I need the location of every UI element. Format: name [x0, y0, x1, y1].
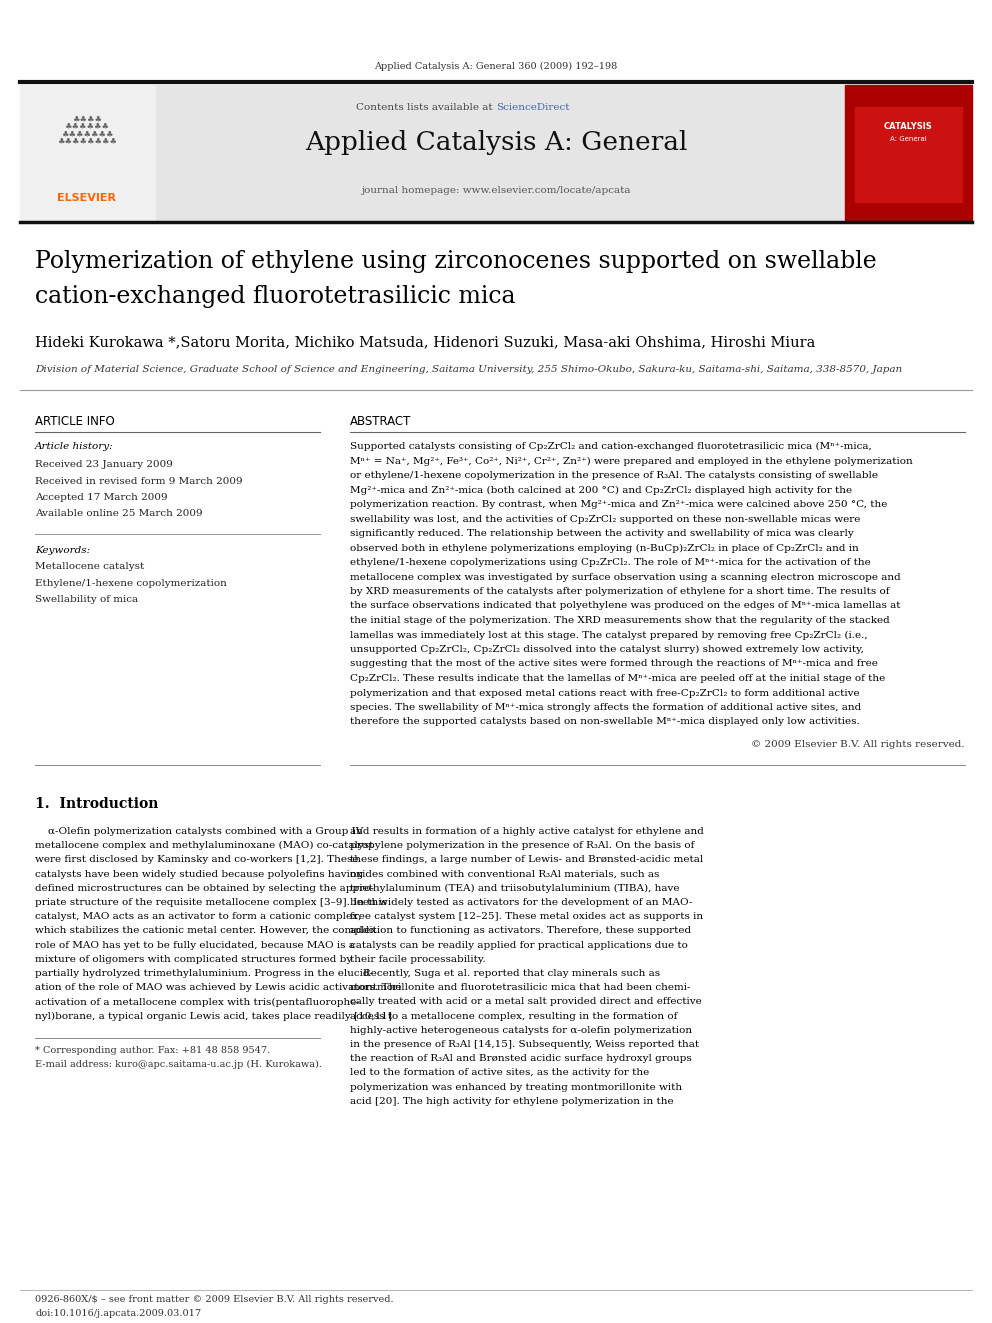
Text: propylene polymerization in the presence of R₃Al. On the basis of: propylene polymerization in the presence… [350, 841, 694, 851]
Text: acid [20]. The high activity for ethylene polymerization in the: acid [20]. The high activity for ethylen… [350, 1097, 674, 1106]
Text: therefore the supported catalysts based on non-swellable Mⁿ⁺-mica displayed only: therefore the supported catalysts based … [350, 717, 860, 726]
Text: which stabilizes the cationic metal center. However, the complex: which stabilizes the cationic metal cent… [35, 926, 376, 935]
Text: 0926-860X/$ – see front matter © 2009 Elsevier B.V. All rights reserved.: 0926-860X/$ – see front matter © 2009 El… [35, 1295, 394, 1304]
Text: metallocene complex and methylaluminoxane (MAO) co-catalyst: metallocene complex and methylaluminoxan… [35, 841, 373, 851]
Text: the surface observations indicated that polyethylene was produced on the edges o: the surface observations indicated that … [350, 602, 901, 610]
Text: Mⁿ⁺ = Na⁺, Mg²⁺, Fe³⁺, Co²⁺, Ni²⁺, Cr²⁺, Zn²⁺) were prepared and employed in the: Mⁿ⁺ = Na⁺, Mg²⁺, Fe³⁺, Co²⁺, Ni²⁺, Cr²⁺,… [350, 456, 913, 466]
Text: * Corresponding author. Fax: +81 48 858 9547.: * Corresponding author. Fax: +81 48 858 … [35, 1045, 270, 1054]
Text: the reaction of R₃Al and Brønsted acidic surface hydroxyl groups: the reaction of R₃Al and Brønsted acidic… [350, 1054, 691, 1064]
Text: or ethylene/1-hexene copolymerization in the presence of R₃Al. The catalysts con: or ethylene/1-hexene copolymerization in… [350, 471, 878, 480]
Text: polymerization and that exposed metal cations react with free-Cp₂ZrCl₂ to form a: polymerization and that exposed metal ca… [350, 688, 860, 697]
Text: role of MAO has yet to be fully elucidated, because MAO is a: role of MAO has yet to be fully elucidat… [35, 941, 355, 950]
Text: free catalyst system [12–25]. These metal oxides act as supports in: free catalyst system [12–25]. These meta… [350, 912, 703, 921]
Text: polymerization was enhanced by treating montmorillonite with: polymerization was enhanced by treating … [350, 1082, 682, 1091]
Text: Article history:: Article history: [35, 442, 114, 451]
Text: catalyst, MAO acts as an activator to form a cationic complex,: catalyst, MAO acts as an activator to fo… [35, 912, 361, 921]
Text: Metallocene catalyst: Metallocene catalyst [35, 562, 144, 572]
Text: defined microstructures can be obtained by selecting the appro-: defined microstructures can be obtained … [35, 884, 374, 893]
Text: Contents lists available at: Contents lists available at [356, 103, 496, 112]
Bar [155, 85, 845, 220]
Text: Polymerization of ethylene using zirconocenes supported on swellable: Polymerization of ethylene using zircono… [35, 250, 877, 273]
Text: metallocene complex was investigated by surface observation using a scanning ele: metallocene complex was investigated by … [350, 573, 901, 582]
Text: partially hydrolyzed trimethylaluminium. Progress in the elucid-: partially hydrolyzed trimethylaluminium.… [35, 968, 373, 978]
Text: observed both in ethylene polymerizations employing (n-BuCp)₂ZrCl₂ in place of C: observed both in ethylene polymerization… [350, 544, 859, 553]
Text: Hideki Kurokawa *,Satoru Morita, Michiko Matsuda, Hidenori Suzuki, Masa-aki Ohsh: Hideki Kurokawa *,Satoru Morita, Michiko… [35, 335, 815, 349]
Text: led to the formation of active sites, as the activity for the: led to the formation of active sites, as… [350, 1069, 649, 1077]
Text: highly-active heterogeneous catalysts for α-olefin polymerization: highly-active heterogeneous catalysts fo… [350, 1025, 692, 1035]
Text: Ethylene/1-hexene copolymerization: Ethylene/1-hexene copolymerization [35, 578, 227, 587]
Text: doi:10.1016/j.apcata.2009.03.017: doi:10.1016/j.apcata.2009.03.017 [35, 1308, 201, 1318]
Text: lamellas was immediately lost at this stage. The catalyst prepared by removing f: lamellas was immediately lost at this st… [350, 631, 868, 639]
Text: ation of the role of MAO was achieved by Lewis acidic activators. The: ation of the role of MAO was achieved by… [35, 983, 402, 992]
Bar [845, 85, 972, 220]
Text: these findings, a large number of Lewis- and Brønsted-acidic metal: these findings, a large number of Lewis-… [350, 856, 703, 864]
Text: catalysts can be readily applied for practical applications due to: catalysts can be readily applied for pra… [350, 941, 687, 950]
Text: ethylene/1-hexene copolymerizations using Cp₂ZrCl₂. The role of Mⁿ⁺-mica for the: ethylene/1-hexene copolymerizations usin… [350, 558, 871, 568]
Text: nyl)borane, a typical organic Lewis acid, takes place readily [10,11]: nyl)borane, a typical organic Lewis acid… [35, 1012, 392, 1021]
Text: ♣♣♣♣
♣♣♣♣♣♣
♣♣♣♣♣♣♣
♣♣♣♣♣♣♣♣: ♣♣♣♣ ♣♣♣♣♣♣ ♣♣♣♣♣♣♣ ♣♣♣♣♣♣♣♣ [57, 115, 117, 146]
Text: Received 23 January 2009: Received 23 January 2009 [35, 460, 173, 468]
Text: CATALYSIS: CATALYSIS [884, 122, 932, 131]
Text: Applied Catalysis A: General: Applied Catalysis A: General [305, 130, 687, 155]
Text: suggesting that the most of the active sites were formed through the reactions o: suggesting that the most of the active s… [350, 659, 878, 668]
Text: unsupported Cp₂ZrCl₂, Cp₂ZrCl₂ dissolved into the catalyst slurry) showed extrem: unsupported Cp₂ZrCl₂, Cp₂ZrCl₂ dissolved… [350, 646, 864, 654]
Text: activation of a metallocene complex with tris(pentafluorophe-: activation of a metallocene complex with… [35, 998, 360, 1007]
Text: priate structure of the requisite metallocene complex [3–9]. In this: priate structure of the requisite metall… [35, 898, 387, 908]
Text: Received in revised form 9 March 2009: Received in revised form 9 March 2009 [35, 476, 243, 486]
Text: triethylaluminum (TEA) and triisobutylaluminium (TIBA), have: triethylaluminum (TEA) and triisobutylal… [350, 884, 680, 893]
Text: ABSTRACT: ABSTRACT [350, 415, 412, 429]
Text: been widely tested as activators for the development of an MAO-: been widely tested as activators for the… [350, 898, 692, 908]
Text: ARTICLE INFO: ARTICLE INFO [35, 415, 115, 429]
Text: species. The swellability of Mⁿ⁺-mica strongly affects the formation of addition: species. The swellability of Mⁿ⁺-mica st… [350, 703, 861, 712]
Text: cally treated with acid or a metal salt provided direct and effective: cally treated with acid or a metal salt … [350, 998, 701, 1007]
Text: significantly reduced. The relationship between the activity and swellability of: significantly reduced. The relationship … [350, 529, 854, 538]
Text: journal homepage: www.elsevier.com/locate/apcata: journal homepage: www.elsevier.com/locat… [361, 187, 631, 194]
Text: ELSEVIER: ELSEVIER [58, 193, 116, 202]
Text: access to a metallocene complex, resulting in the formation of: access to a metallocene complex, resulti… [350, 1012, 678, 1020]
Bar [20, 85, 155, 220]
Bar [855, 107, 962, 202]
Text: Supported catalysts consisting of Cp₂ZrCl₂ and cation-exchanged fluorotetrasilic: Supported catalysts consisting of Cp₂ZrC… [350, 442, 872, 451]
Text: Mg²⁺-mica and Zn²⁺-mica (both calcined at 200 °C) and Cp₂ZrCl₂ displayed high ac: Mg²⁺-mica and Zn²⁺-mica (both calcined a… [350, 486, 852, 495]
Text: mixture of oligomers with complicated structures formed by: mixture of oligomers with complicated st… [35, 955, 352, 963]
Text: © 2009 Elsevier B.V. All rights reserved.: © 2009 Elsevier B.V. All rights reserved… [751, 740, 965, 749]
Text: Available online 25 March 2009: Available online 25 March 2009 [35, 509, 202, 519]
Text: α-Olefin polymerization catalysts combined with a Group IV: α-Olefin polymerization catalysts combin… [35, 827, 363, 836]
Text: ScienceDirect: ScienceDirect [496, 103, 569, 112]
Text: montmorillonite and fluorotetrasilicic mica that had been chemi-: montmorillonite and fluorotetrasilicic m… [350, 983, 690, 992]
Text: Accepted 17 March 2009: Accepted 17 March 2009 [35, 493, 168, 501]
Text: their facile processability.: their facile processability. [350, 955, 486, 963]
Text: Keywords:: Keywords: [35, 546, 90, 556]
Text: in the presence of R₃Al [14,15]. Subsequently, Weiss reported that: in the presence of R₃Al [14,15]. Subsequ… [350, 1040, 699, 1049]
Text: by XRD measurements of the catalysts after polymerization of ethylene for a shor: by XRD measurements of the catalysts aft… [350, 587, 890, 595]
Text: Recently, Suga et al. reported that clay minerals such as: Recently, Suga et al. reported that clay… [350, 968, 660, 978]
Text: were first disclosed by Kaminsky and co-workers [1,2]. These: were first disclosed by Kaminsky and co-… [35, 856, 358, 864]
Text: and results in formation of a highly active catalyst for ethylene and: and results in formation of a highly act… [350, 827, 704, 836]
Text: addition to functioning as activators. Therefore, these supported: addition to functioning as activators. T… [350, 926, 691, 935]
Text: oxides combined with conventional R₃Al materials, such as: oxides combined with conventional R₃Al m… [350, 869, 660, 878]
Text: Applied Catalysis A: General 360 (2009) 192–198: Applied Catalysis A: General 360 (2009) … [374, 62, 618, 71]
Text: polymerization reaction. By contrast, when Mg²⁺-mica and Zn²⁺-mica were calcined: polymerization reaction. By contrast, wh… [350, 500, 888, 509]
Text: swellability was lost, and the activities of Cp₂ZrCl₂ supported on these non-swe: swellability was lost, and the activitie… [350, 515, 860, 524]
Text: 1.  Introduction: 1. Introduction [35, 796, 159, 811]
Text: cation-exchanged fluorotetrasilicic mica: cation-exchanged fluorotetrasilicic mica [35, 284, 516, 308]
Text: E-mail address: kuro@apc.saitama-u.ac.jp (H. Kurokawa).: E-mail address: kuro@apc.saitama-u.ac.jp… [35, 1060, 322, 1069]
Text: Swellability of mica: Swellability of mica [35, 595, 138, 605]
Text: the initial stage of the polymerization. The XRD measurements show that the regu: the initial stage of the polymerization.… [350, 617, 890, 624]
Text: A: General: A: General [890, 136, 927, 142]
Text: Cp₂ZrCl₂. These results indicate that the lamellas of Mⁿ⁺-mica are peeled off at: Cp₂ZrCl₂. These results indicate that th… [350, 673, 885, 683]
Text: Division of Material Science, Graduate School of Science and Engineering, Saitam: Division of Material Science, Graduate S… [35, 365, 902, 374]
Text: catalysts have been widely studied because polyolefins having: catalysts have been widely studied becau… [35, 869, 363, 878]
